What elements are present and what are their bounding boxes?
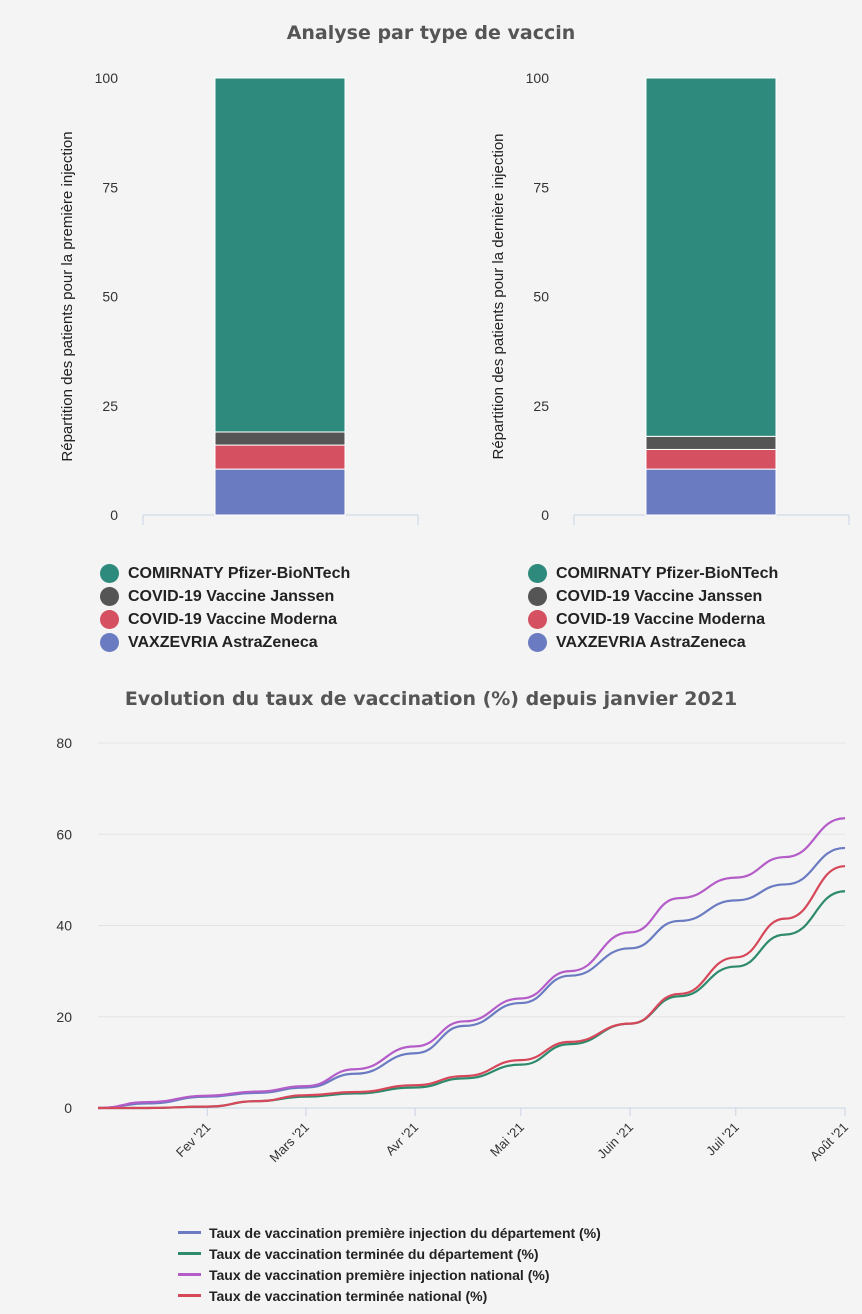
bar-segment	[214, 77, 346, 433]
last-injection-bar-chart: Répartition des patients pour la dernièr…	[490, 70, 850, 525]
vaccination-rate-line-chart: 0 20 40 60 80 Fev '21 Mars '21 Avr '21 Mai '21 Ju…	[56, 735, 851, 1166]
legend-label: VAXZEVRIA AstraZeneca	[128, 633, 318, 651]
y-axis-label: Répartition des patients pour la premièr…	[59, 131, 76, 461]
legend-label: COMIRNATY Pfizer-BioNTech	[128, 564, 351, 582]
x-tick-label: Août '21	[807, 1120, 851, 1164]
bar-segment	[645, 448, 777, 470]
dept-full-swatch-icon	[178, 1252, 201, 1255]
x-tick-label: Avr '21	[382, 1120, 421, 1159]
y-tick-label: 100	[95, 70, 119, 86]
legend-item-pfizer[interactable]: COMIRNATY Pfizer-BioNTech	[100, 562, 350, 585]
x-tick-label: Juil '21	[703, 1120, 742, 1159]
series-line	[97, 846, 846, 1110]
first-injection-bar-chart: Répartition des patients pour la premièr…	[59, 70, 419, 525]
legend-label: VAXZEVRIA AstraZeneca	[556, 633, 746, 651]
y-tick-label: 100	[526, 70, 550, 86]
bar-segment	[214, 431, 346, 446]
y-tick-label: 75	[102, 179, 118, 195]
y-tick-label: 60	[56, 826, 72, 842]
legend-item-moderna[interactable]: COVID-19 Vaccine Moderna	[100, 608, 350, 631]
series-line	[97, 865, 846, 1110]
pfizer-dot-icon	[100, 564, 119, 583]
legend-item-pfizer[interactable]: COMIRNATY Pfizer-BioNTech	[528, 562, 778, 585]
y-tick-label: 0	[64, 1100, 72, 1116]
y-axis-label: Répartition des patients pour la dernièr…	[490, 133, 507, 459]
x-tick-label: Mai '21	[487, 1120, 527, 1160]
astrazeneca-dot-icon	[528, 633, 547, 652]
bar-segment	[645, 435, 777, 450]
legend-item-astrazeneca[interactable]: VAXZEVRIA AstraZeneca	[528, 631, 778, 654]
y-tick-label: 80	[56, 735, 72, 751]
nat-full-swatch-icon	[178, 1294, 201, 1297]
x-tick-label: Fev '21	[173, 1120, 213, 1160]
legend-label: COVID-19 Vaccine Janssen	[556, 587, 763, 605]
line-chart-legend: Taux de vaccination première injection d…	[178, 1222, 601, 1306]
legend-item-janssen[interactable]: COVID-19 Vaccine Janssen	[100, 585, 350, 608]
legend-item-dept-first[interactable]: Taux de vaccination première injection d…	[178, 1222, 601, 1243]
legend-label: COVID-19 Vaccine Moderna	[556, 610, 765, 628]
bar-segment	[645, 77, 777, 437]
moderna-dot-icon	[100, 610, 119, 629]
legend-label: Taux de vaccination terminée du départem…	[209, 1245, 539, 1262]
y-tick-label: 50	[102, 289, 118, 305]
moderna-dot-icon	[528, 610, 547, 629]
x-tick-label: Mars '21	[266, 1120, 312, 1166]
y-tick-label: 25	[533, 398, 549, 414]
legend-item-nat-full[interactable]: Taux de vaccination terminée national (%…	[178, 1285, 601, 1306]
pfizer-dot-icon	[528, 564, 547, 583]
bar-segment	[214, 468, 346, 516]
legend-label: Taux de vaccination première injection n…	[209, 1266, 550, 1283]
line-chart-title: Evolution du taux de vaccination (%) dep…	[124, 688, 738, 710]
y-tick-label: 0	[110, 507, 118, 523]
janssen-dot-icon	[528, 587, 547, 606]
nat-first-swatch-icon	[178, 1273, 201, 1276]
legend-item-astrazeneca[interactable]: VAXZEVRIA AstraZeneca	[100, 631, 350, 654]
legend-label: COMIRNATY Pfizer-BioNTech	[556, 564, 779, 582]
legend-item-janssen[interactable]: COVID-19 Vaccine Janssen	[528, 585, 778, 608]
y-tick-label: 25	[102, 398, 118, 414]
legend-label: COVID-19 Vaccine Janssen	[128, 587, 335, 605]
y-tick-label: 0	[541, 507, 549, 523]
legend-item-moderna[interactable]: COVID-19 Vaccine Moderna	[528, 608, 778, 631]
dept-first-swatch-icon	[178, 1231, 201, 1234]
legend-label: Taux de vaccination première injection d…	[209, 1224, 601, 1241]
legend-item-nat-first[interactable]: Taux de vaccination première injection n…	[178, 1264, 601, 1285]
bar-segment	[645, 468, 777, 516]
x-tick-label: Juin '21	[594, 1120, 636, 1162]
legend-item-dept-full[interactable]: Taux de vaccination terminée du départem…	[178, 1243, 601, 1264]
y-tick-label: 75	[533, 179, 549, 195]
y-tick-label: 50	[533, 289, 549, 305]
series-line	[97, 817, 846, 1110]
top-chart-title: Analyse par type de vaccin	[286, 22, 576, 44]
first-chart-legend: COMIRNATY Pfizer-BioNTech COVID-19 Vacci…	[100, 562, 350, 654]
legend-label: COVID-19 Vaccine Moderna	[128, 610, 337, 628]
astrazeneca-dot-icon	[100, 633, 119, 652]
y-tick-label: 20	[56, 1009, 72, 1025]
janssen-dot-icon	[100, 587, 119, 606]
second-chart-legend: COMIRNATY Pfizer-BioNTech COVID-19 Vacci…	[528, 562, 778, 654]
legend-label: Taux de vaccination terminée national (%…	[209, 1287, 488, 1304]
bar-segment	[214, 444, 346, 470]
y-tick-label: 40	[56, 918, 72, 934]
